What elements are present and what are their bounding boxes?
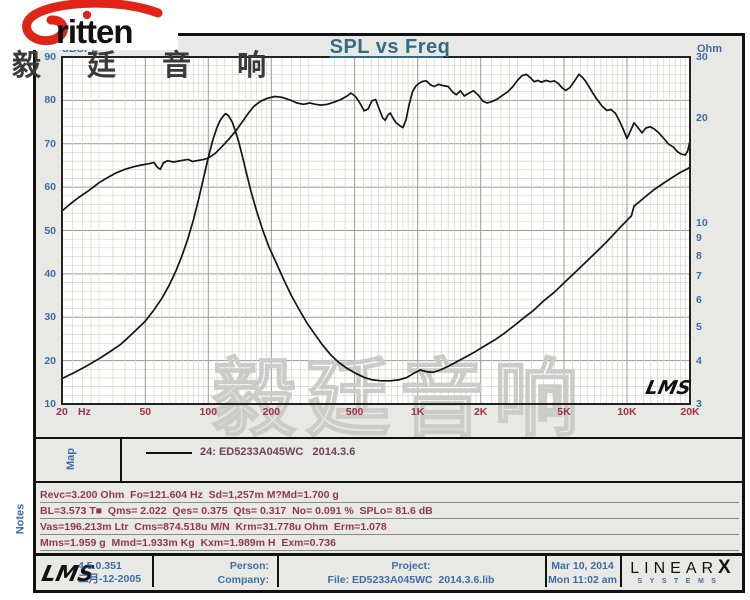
linearx-systems: SYSTEMS (637, 578, 724, 585)
db-tick-90: 90 (44, 51, 56, 63)
ohm-tick-7: 7 (696, 270, 702, 283)
spl-curve (61, 73, 691, 212)
db-tick-20: 20 (44, 354, 56, 367)
project-label: Project: (391, 560, 431, 572)
person-label: Person: (229, 560, 269, 572)
file-label: File: ED5233A045WC 2014.3.6.lib (327, 574, 495, 586)
footer-divider-3 (545, 556, 547, 587)
freq-tick-5K: 5K (557, 406, 571, 418)
ohm-tick-4: 4 (696, 354, 702, 367)
footer-divider-4 (620, 556, 622, 587)
plot-border (61, 56, 691, 405)
db-tick-60: 60 (44, 181, 56, 194)
footer-project-cell: Project: File: ED5233A045WC 2014.3.6.lib (279, 556, 543, 593)
notes-line-3: Vas=196.213m Ltr Cms=874.518u M/N Krm=31… (40, 521, 739, 535)
freq-unit-label: Hz (78, 406, 91, 418)
page-title: SPL vs Freq (329, 36, 451, 58)
legend-line-swatch (146, 452, 192, 454)
db-tick-40: 40 (44, 267, 56, 280)
footer-version-cell: LMS 4.5.0.351 二月-12-2005 (36, 556, 152, 590)
freq-tick-50: 50 (139, 406, 152, 418)
db-tick-10: 10 (44, 398, 56, 410)
ohm-tick-9: 9 (696, 232, 702, 245)
ohm-tick-8: 8 (696, 250, 702, 263)
ohm-tick-10: 10 (696, 216, 708, 229)
db-tick-50: 50 (44, 224, 56, 237)
company-cjk-name: 毅 廷 音 响 (12, 50, 286, 82)
watermark-text: 毅廷音响 (212, 352, 588, 446)
freq-tick-500: 500 (345, 406, 364, 418)
freq-tick-20K: 20K (680, 406, 700, 418)
brand-logo-box: ritten (0, 0, 178, 50)
notes-line-4: Mms=1.959 g Mmd=1.933m Kg Kxm=1.989m H E… (40, 537, 739, 551)
ohm-tick-30: 30 (696, 51, 708, 63)
notes-line-1: Revc=3.200 Ohm Fo=121.604 Hz Sd=1,257m M… (40, 489, 739, 503)
freq-tick-20: 20 (56, 406, 68, 418)
footer-divider-1 (152, 556, 154, 587)
report-date: Mar 10, 2014 (551, 560, 614, 572)
db-tick-30: 30 (44, 311, 56, 324)
freq-tick-200: 200 (262, 406, 281, 418)
grid-lines (61, 57, 691, 404)
linearx-logo: LINEARX (622, 557, 739, 578)
eritten-logo: ritten (22, 0, 163, 50)
linearx-x: X (718, 557, 731, 578)
map-label-divider (120, 439, 122, 481)
ohm-tick-3: 3 (696, 398, 702, 410)
freq-tick-10K: 10K (617, 406, 637, 418)
ohm-tick-20: 20 (696, 112, 708, 125)
software-version: 4.5.0.351 (78, 560, 122, 572)
notes-line-2: BL=3.573 T■ Qms= 2.022 Qes= 0.375 Qts= 0… (40, 505, 739, 519)
company-label: Company: (217, 574, 269, 586)
ohm-tick-5: 5 (696, 321, 702, 334)
lms-chart-logo: LMS (643, 377, 694, 399)
freq-tick-1K: 1K (410, 406, 425, 418)
map-row-divider (33, 437, 745, 439)
report-time: Mon 11:02 am (548, 574, 617, 586)
ohm-tick-6: 6 (696, 293, 702, 306)
db-tick-70: 70 (44, 137, 56, 150)
notes-section-label: Notes (14, 503, 27, 535)
logo-i-dot-icon (82, 10, 92, 20)
brand-wordmark: ritten (56, 13, 133, 50)
legend-entry: 24: ED5233A045WC 2014.3.6 (200, 446, 356, 458)
notes-row-divider (33, 481, 745, 483)
footer-person-cell: Person: Company: (154, 556, 269, 593)
logo-swoosh-icon (22, 0, 163, 46)
footer-bar (33, 553, 745, 593)
freq-tick-2K: 2K (473, 406, 488, 418)
software-version-date: 二月-12-2005 (78, 573, 142, 585)
impedance-curve (61, 112, 691, 382)
map-section-label: Map (65, 448, 77, 470)
linearx-word: LINEAR (630, 560, 719, 577)
footer-divider-2 (277, 556, 279, 587)
db-tick-80: 80 (44, 94, 56, 107)
freq-tick-100: 100 (199, 406, 218, 418)
footer-linearx-cell: LINEARX SYSTEMS (622, 556, 739, 594)
footer-datetime-cell: Mar 10, 2014 Mon 11:02 am (547, 556, 618, 593)
right-axis-unit-label: Ohm (697, 43, 723, 55)
